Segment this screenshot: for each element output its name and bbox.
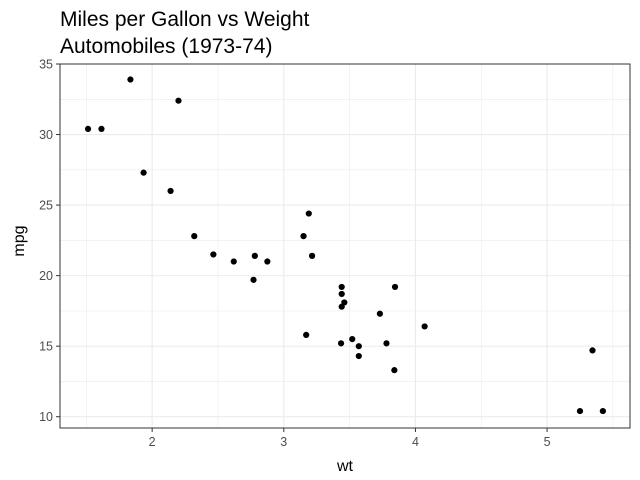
y-tick-label: 10 — [39, 410, 53, 424]
y-tick-label: 30 — [39, 128, 53, 142]
data-point — [264, 258, 271, 265]
data-point — [383, 340, 390, 347]
data-point — [230, 258, 237, 265]
data-point — [140, 169, 147, 176]
data-point — [167, 187, 174, 195]
data-point — [191, 233, 198, 240]
data-point — [355, 343, 362, 350]
data-point — [576, 407, 584, 415]
major-gridlines — [60, 63, 630, 428]
data-point — [337, 340, 345, 347]
data-point — [300, 233, 307, 240]
data-point — [338, 290, 345, 298]
data-point — [338, 303, 345, 310]
data-point — [355, 352, 362, 360]
data-point — [599, 407, 606, 415]
data-point — [98, 125, 105, 132]
data-point — [589, 347, 596, 354]
y-axis: 10 15 20 25 30 35 — [39, 58, 60, 424]
y-tick-label: 25 — [39, 199, 53, 213]
data-point — [391, 367, 398, 374]
data-point — [349, 336, 356, 343]
data-point — [303, 331, 310, 338]
data-point — [251, 252, 258, 259]
x-tick-label: 3 — [280, 435, 287, 449]
x-tick-label: 5 — [544, 435, 551, 449]
data-point — [305, 210, 312, 217]
chart-subtitle: Automobiles (1973-74) — [60, 35, 272, 58]
x-axis: 2 3 4 5 — [149, 428, 551, 449]
x-axis-title: wt — [336, 458, 354, 475]
chart-title: Miles per Gallon vs Weight — [60, 8, 310, 31]
panel-border — [59, 63, 631, 429]
y-axis-title: mpg — [11, 225, 28, 256]
data-point — [250, 276, 257, 283]
data-point — [127, 76, 134, 83]
data-point — [308, 252, 316, 259]
x-tick-label: 2 — [149, 435, 156, 449]
y-tick-label: 15 — [39, 340, 53, 354]
data-point — [175, 97, 182, 104]
data-point — [338, 283, 345, 291]
data-points — [84, 76, 606, 415]
data-point — [210, 251, 217, 258]
data-point — [376, 310, 383, 317]
data-point — [84, 125, 92, 132]
y-tick-label: 35 — [39, 58, 53, 72]
minor-gridlines — [60, 64, 630, 428]
data-point — [421, 323, 428, 330]
data-point — [391, 283, 399, 291]
x-tick-label: 4 — [412, 435, 419, 449]
y-tick-label: 20 — [39, 269, 53, 283]
